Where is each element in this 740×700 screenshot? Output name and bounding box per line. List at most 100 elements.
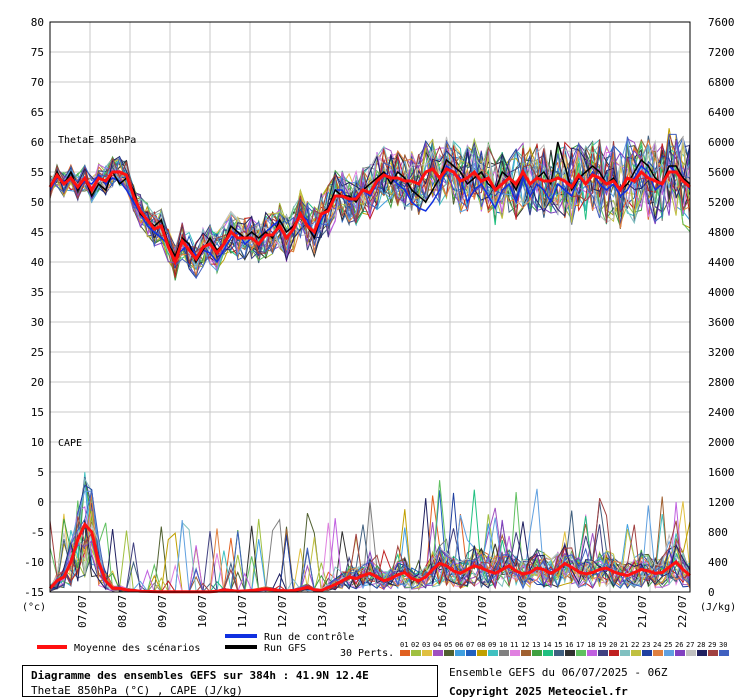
pert-number: 06 xyxy=(455,641,463,649)
y-right-tick-label: 4400 xyxy=(708,256,735,269)
pert-number: 22 xyxy=(631,641,639,649)
y-left-tick-label: 65 xyxy=(31,106,44,119)
pert-swatch xyxy=(554,650,564,656)
legend-control-label: Run de contrôle xyxy=(264,631,354,643)
pert-number: 20 xyxy=(609,641,617,649)
pert-swatch xyxy=(532,650,542,656)
pert-swatch xyxy=(488,650,498,656)
y-left-tick-label: 10 xyxy=(31,436,44,449)
y-right-tick-label: 6400 xyxy=(708,106,735,119)
legend-perts-label: 30 Perts. xyxy=(340,648,394,659)
y-right-tick-label: 0 xyxy=(708,586,715,599)
pert-swatch xyxy=(510,650,520,656)
y-left-tick-label: 5 xyxy=(37,466,44,479)
y-right-tick-label: 7600 xyxy=(708,16,735,29)
pert-swatch xyxy=(422,650,432,656)
pert-number: 27 xyxy=(686,641,694,649)
pert-number: 24 xyxy=(653,641,661,649)
legend: Moyenne des scénarios Run de contrôle Ru… xyxy=(37,631,729,659)
pert-swatch xyxy=(543,650,553,656)
pert-swatch xyxy=(642,650,652,656)
y-right-tick-label: 3600 xyxy=(708,316,735,329)
y-left-tick-label: 35 xyxy=(31,286,44,299)
pert-swatch xyxy=(455,650,465,656)
pert-number: 05 xyxy=(444,641,452,649)
pert-swatch xyxy=(653,650,663,656)
pert-number: 19 xyxy=(598,641,606,649)
pert-number: 13 xyxy=(532,641,540,649)
footer-subtitle: ThetaE 850hPa (°C) , CAPE (J/kg) xyxy=(31,684,243,697)
pert-number: 07 xyxy=(466,641,474,649)
x-tick-label: 16/07 xyxy=(436,595,449,628)
y-left-tick-label: 15 xyxy=(31,406,44,419)
pert-number: 09 xyxy=(488,641,496,649)
y-left-tick-label: -10 xyxy=(24,556,44,569)
y-right-tick-label: 6000 xyxy=(708,136,735,149)
x-tick-label: 17/07 xyxy=(476,595,489,628)
pert-swatch xyxy=(565,650,575,656)
pert-swatch xyxy=(477,650,487,656)
y-right-tick-label: 1200 xyxy=(708,496,735,509)
x-tick-label: 09/07 xyxy=(156,595,169,628)
y-right-tick-label: 3200 xyxy=(708,346,735,359)
x-tick-label: 19/07 xyxy=(556,595,569,628)
pert-number: 18 xyxy=(587,641,595,649)
pert-swatch xyxy=(598,650,608,656)
left-unit-label: (°c) xyxy=(22,602,46,613)
pert-swatch xyxy=(433,650,443,656)
footer-title-box: Diagramme des ensembles GEFS sur 384h : … xyxy=(22,665,438,697)
y-left-tick-label: 45 xyxy=(31,226,44,239)
y-right-tick-label: 7200 xyxy=(708,46,735,59)
y-left-tick-label: 30 xyxy=(31,316,44,329)
footer-copyright: Copyright 2025 Meteociel.fr xyxy=(449,685,628,698)
footer-title: Diagramme des ensembles GEFS sur 384h : … xyxy=(31,669,369,682)
thetae-mean-line xyxy=(48,167,691,267)
y-left-tick-label: -15 xyxy=(24,586,44,599)
pert-swatch xyxy=(609,650,619,656)
pert-number: 14 xyxy=(543,641,551,649)
legend-mean-label: Moyenne des scénarios xyxy=(74,642,200,654)
x-tick-label: 22/07 xyxy=(676,595,689,628)
y-right-tick-label: 1600 xyxy=(708,466,735,479)
plot-frame xyxy=(49,21,691,593)
x-tick-label: 13/07 xyxy=(316,595,329,628)
y-right-tick-label: 800 xyxy=(708,526,728,539)
y-left-tick-label: 25 xyxy=(31,346,44,359)
thetae-perturbation-line xyxy=(49,138,691,277)
y-left-tick-label: 50 xyxy=(31,196,44,209)
y-right-tick-label: 400 xyxy=(708,556,728,569)
pert-swatch xyxy=(576,650,586,656)
y-right-tick-label: 4800 xyxy=(708,226,735,239)
pert-swatch xyxy=(686,650,696,656)
x-tick-label: 11/07 xyxy=(236,595,249,628)
pert-number: 04 xyxy=(433,641,441,649)
perturbation-legend: 01 02 03 04 05 06 07 08 09 10 11 12 13 14 15 16 17 18 19 20… xyxy=(400,641,729,656)
y-left-tick-label: 20 xyxy=(31,376,44,389)
x-tick-label: 10/07 xyxy=(196,595,209,628)
y-right-tick-label: 2800 xyxy=(708,376,735,389)
pert-number: 03 xyxy=(422,641,430,649)
pert-number: 10 xyxy=(499,641,507,649)
pert-number: 26 xyxy=(675,641,683,649)
thetae-panel-label: ThetaE 850hPa xyxy=(58,135,136,146)
pert-swatch xyxy=(708,650,718,656)
legend-gfs-label: Run GFS xyxy=(264,643,306,654)
x-tick-label: 14/07 xyxy=(356,595,369,628)
thetae-perturbation-line xyxy=(49,133,691,280)
pert-number: 30 xyxy=(719,641,727,649)
pert-number: 23 xyxy=(642,641,650,649)
pert-number: 29 xyxy=(708,641,716,649)
right-unit-label: (J/kg) xyxy=(700,602,736,613)
pert-swatch xyxy=(411,650,421,656)
pert-number: 12 xyxy=(521,641,529,649)
thetae-perturbation-line xyxy=(49,139,691,272)
pert-swatch xyxy=(631,650,641,656)
pert-swatch xyxy=(587,650,597,656)
y-left-tick-label: 55 xyxy=(31,166,44,179)
x-tick-label: 08/07 xyxy=(116,595,129,628)
pert-number: 02 xyxy=(411,641,419,649)
pert-number: 08 xyxy=(477,641,485,649)
pert-swatch xyxy=(466,650,476,656)
